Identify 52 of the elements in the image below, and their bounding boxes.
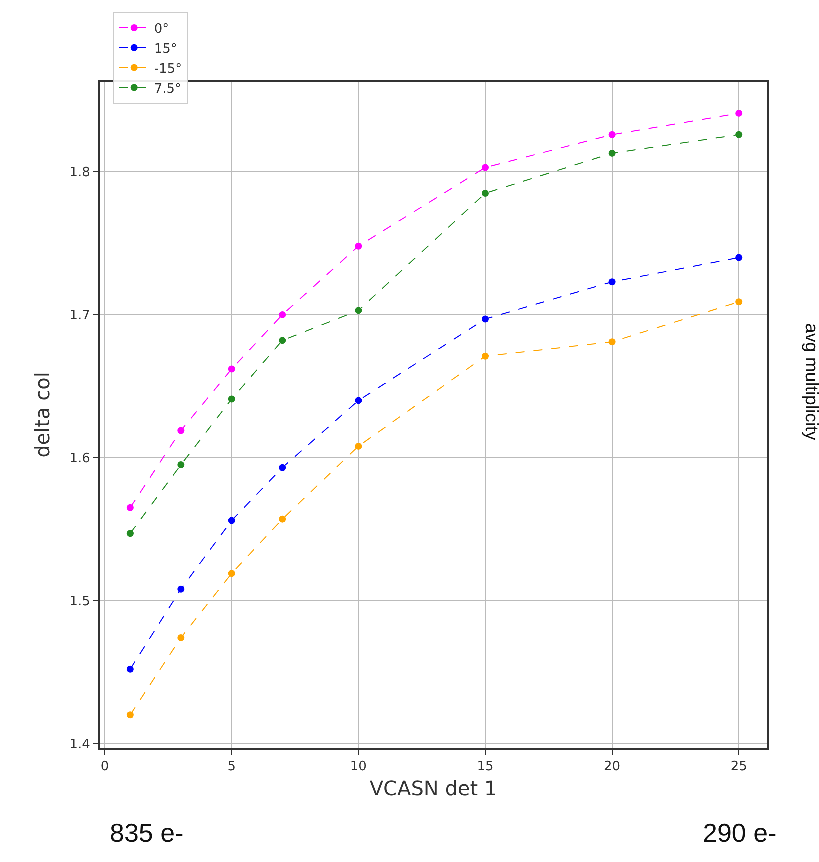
text: 835 e- — [110, 818, 184, 848]
x-tick-label: 15 — [477, 760, 494, 775]
point — [178, 427, 185, 434]
point — [178, 586, 185, 593]
point — [355, 307, 362, 314]
x-axis-title: VCASN det 1 — [370, 776, 498, 801]
point — [355, 242, 362, 250]
point — [608, 338, 616, 346]
y-tick-label: 1.5 — [70, 594, 90, 610]
point — [279, 464, 286, 472]
point — [608, 131, 616, 138]
y-tick-label: 1.8 — [70, 166, 90, 181]
point — [736, 110, 743, 117]
point — [482, 164, 489, 172]
legend-label: 7.5° — [154, 82, 182, 97]
text: 290 e- — [703, 818, 777, 848]
x-tick-label: 25 — [730, 760, 748, 775]
legend-label: -15° — [154, 62, 182, 77]
x-tick-label: 20 — [604, 760, 621, 775]
point — [126, 666, 134, 673]
point — [228, 570, 236, 578]
point — [736, 254, 743, 262]
y-tick-label: 1.7 — [70, 308, 90, 324]
point — [178, 462, 185, 469]
text: avg multiplicity — [802, 323, 819, 440]
point — [126, 530, 134, 538]
x-tick-label: 10 — [350, 760, 367, 775]
point — [279, 311, 286, 318]
point — [608, 150, 616, 157]
point — [482, 190, 489, 197]
point — [228, 396, 236, 403]
point — [279, 516, 286, 523]
point — [355, 442, 362, 450]
point — [355, 397, 362, 404]
y-axis-title: delta col — [30, 372, 55, 458]
point — [279, 337, 286, 344]
point — [482, 352, 489, 360]
x-tick-label: 0 — [100, 760, 110, 775]
point — [736, 131, 743, 138]
x-tick-label: 5 — [228, 760, 236, 775]
point — [482, 316, 489, 323]
y-tick-label: 1.6 — [70, 451, 90, 466]
point — [608, 278, 616, 286]
point — [126, 504, 134, 512]
point — [228, 366, 236, 373]
point — [736, 298, 743, 306]
y-tick-label: 1.4 — [70, 737, 90, 752]
point — [126, 712, 134, 719]
point — [178, 634, 185, 642]
legend-label: 0° — [154, 22, 170, 38]
point — [228, 517, 236, 524]
legend-label: 15° — [154, 42, 178, 57]
